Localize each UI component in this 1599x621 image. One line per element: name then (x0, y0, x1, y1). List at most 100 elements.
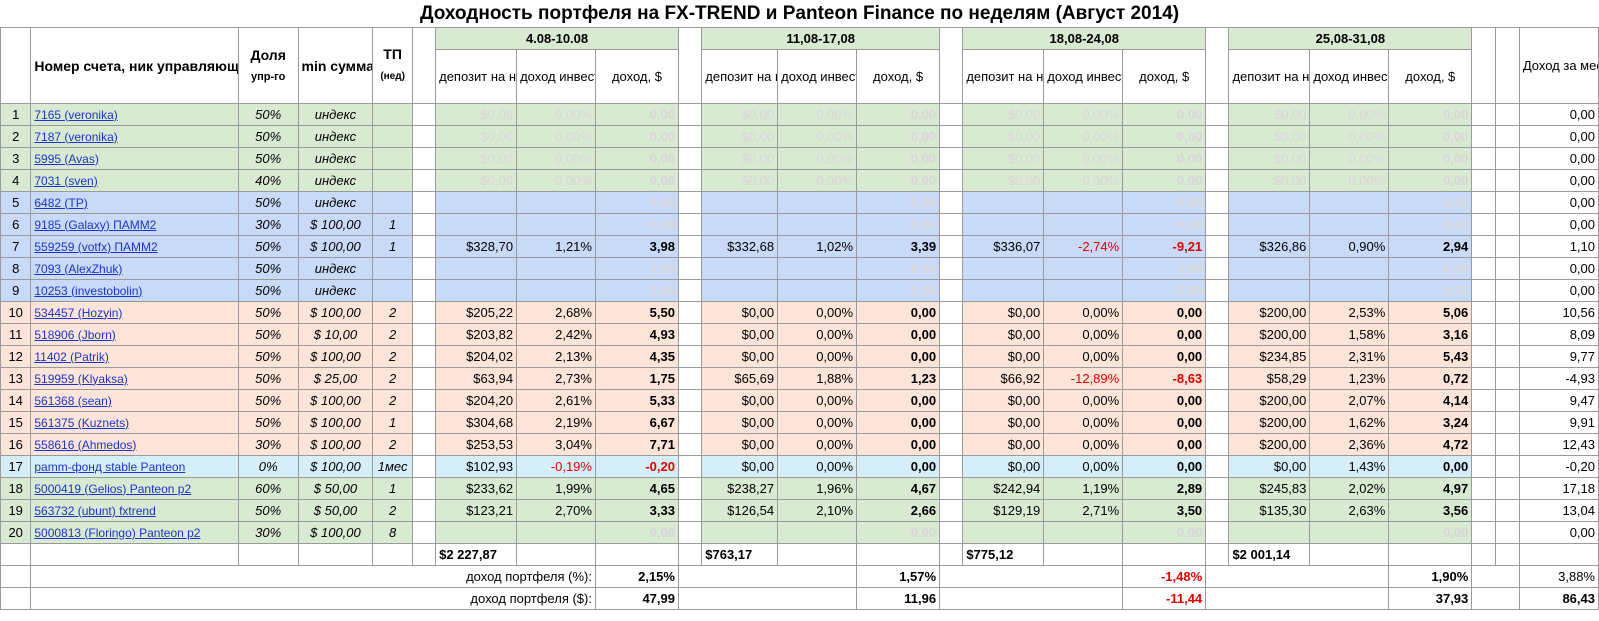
investor-pct-cell: 2,07% (1309, 389, 1390, 412)
deposit-cell: $0,00 (701, 433, 779, 456)
spacer-cell (677, 103, 703, 126)
income-cell: 0,00 (856, 455, 941, 478)
empty-cell (856, 543, 941, 566)
spacer-cell (1494, 477, 1520, 500)
spacer-cell (1494, 499, 1520, 522)
account-link[interactable]: 9185 (Galaxy) ПАММ2 (30, 213, 239, 236)
empty-cell (594, 543, 679, 566)
table-row: 4 7031 (sven) 40% индекс $0,00 0,00% 0,00 $0,00… (0, 169, 1599, 192)
income-cell: 0,00 (1388, 103, 1473, 126)
deposit-cell (1228, 213, 1311, 236)
account-link[interactable]: 563732 (ubunt) fxtrend (30, 499, 239, 522)
income-cell: 0,00 (856, 389, 941, 412)
spacer-cell (939, 345, 964, 368)
account-link[interactable]: 7031 (sven) (30, 169, 239, 192)
account-link[interactable]: 5995 (Avas) (30, 147, 239, 170)
spacer-cell (1205, 389, 1230, 412)
deposit-cell: $253,53 (435, 433, 518, 456)
spacer-cell (411, 499, 437, 522)
deposit-cell: $204,20 (435, 389, 518, 412)
account-link[interactable]: 7187 (veronika) (30, 125, 239, 148)
account-link[interactable]: 559259 (votfx) ПАММ2 (30, 235, 239, 258)
income-cell: 0,00 (1388, 125, 1473, 148)
tp-cell (372, 103, 413, 126)
income-cell: 0,00 (594, 213, 679, 236)
deposit-cell: $0,00 (962, 169, 1045, 192)
tp-cell: 1 (372, 235, 413, 258)
income-cell: 0,00 (1388, 279, 1473, 302)
account-link[interactable]: 5000813 (Floringo) Panteon p2 (30, 521, 239, 544)
income-cell: 0,00 (856, 125, 941, 148)
account-link[interactable]: 558616 (Ahmedos) (30, 433, 239, 456)
table-row: 20 5000813 (Floringo) Panteon p2 30% $ 100,… (0, 521, 1599, 544)
investor-pct-cell: 0,00% (777, 433, 858, 456)
deposit-cell: $0,00 (962, 301, 1045, 324)
deposit-cell: $0,00 (962, 411, 1045, 434)
deposit-cell: $238,27 (701, 477, 779, 500)
spacer-cell (1494, 169, 1520, 192)
investor-pct-cell: 0,90% (1309, 235, 1390, 258)
account-link[interactable]: 11402 (Patrik) (30, 345, 239, 368)
min-entry-cell: индекс (297, 257, 374, 280)
income-cell: 0,00 (594, 169, 679, 192)
table-row: 12 11402 (Patrik) 50% $ 100,00 2 $204,02 2,13%… (0, 345, 1599, 368)
account-link[interactable]: 519959 (Klyaksa) (30, 367, 239, 390)
income-cell: 4,93 (594, 323, 679, 346)
portfolio-pct: 1,90% (1388, 565, 1473, 588)
header-month: Доход за месяц, $ (1518, 27, 1599, 104)
account-link[interactable]: 7165 (veronika) (30, 103, 239, 126)
table-row: 10 534457 (Hozyin) 50% $ 100,00 2 $205,22 2,68… (0, 301, 1599, 324)
spacer-cell (677, 323, 703, 346)
deposit-cell (435, 213, 518, 236)
investor-pct-cell: 0,00% (777, 147, 858, 170)
spacer-cell (1471, 257, 1496, 280)
week-header: 18,08-24,08 (962, 27, 1207, 50)
header-account: Номер счета, ник управляющего и ссылка н… (30, 27, 239, 104)
account-link[interactable]: 6482 (TP) (30, 191, 239, 214)
portfolio-table: Номер счета, ник управляющего и ссылка н… (0, 27, 1599, 610)
table-row: 19 563732 (ubunt) fxtrend 50% $ 50,00 2 $123,… (0, 499, 1599, 522)
investor-pct-cell: 0,00% (777, 389, 858, 412)
investor-pct-cell: 2,71% (1043, 499, 1124, 522)
account-link[interactable]: 561368 (sean) (30, 389, 239, 412)
deposit-cell: $332,68 (701, 235, 779, 258)
income-cell: 0,00 (856, 103, 941, 126)
income-cell: -8,63 (1122, 367, 1207, 390)
spacer-cell (411, 191, 437, 214)
spacer-cell (1494, 301, 1520, 324)
deposit-cell: $65,69 (701, 367, 779, 390)
income-cell: 3,39 (856, 235, 941, 258)
header-min: min сумма входа (297, 27, 374, 104)
account-link[interactable]: pamm-фонд stable Panteon (30, 455, 239, 478)
tp-cell (372, 279, 413, 302)
income-cell: 0,00 (856, 191, 941, 214)
account-link[interactable]: 5000419 (Gelios) Panteon p2 (30, 477, 239, 500)
spacer-cell (1205, 27, 1230, 104)
account-link[interactable]: 561375 (Kuznets) (30, 411, 239, 434)
account-link[interactable]: 7093 (AlexZhuk) (30, 257, 239, 280)
portfolio-usd: 37,93 (1388, 587, 1473, 610)
spacer-cell (1471, 477, 1496, 500)
min-entry-cell: $ 25,00 (297, 367, 374, 390)
month-income-cell: 0,00 (1518, 257, 1599, 280)
investor-pct-cell (777, 191, 858, 214)
income-cell: 0,00 (1388, 147, 1473, 170)
header-investor: доход инвестора, % (777, 49, 858, 104)
min-entry-cell: $ 100,00 (297, 235, 374, 258)
spacer-cell (1494, 191, 1520, 214)
account-link[interactable]: 534457 (Hozyin) (30, 301, 239, 324)
investor-pct-cell (516, 279, 596, 302)
account-link[interactable]: 10253 (investobolin) (30, 279, 239, 302)
share-cell: 30% (237, 213, 299, 236)
empty-cell (1388, 543, 1473, 566)
row-number: 15 (0, 411, 32, 434)
deposit-cell (962, 191, 1045, 214)
deposit-cell: $0,00 (701, 455, 779, 478)
investor-pct-cell: 0,00% (1043, 455, 1124, 478)
header-deposit: депозит на начало периода (962, 49, 1045, 104)
empty-cell (1494, 543, 1520, 566)
account-link[interactable]: 518906 (Jborn) (30, 323, 239, 346)
header-income: доход, $ (1388, 49, 1473, 104)
income-cell: 3,16 (1388, 323, 1473, 346)
empty-cell (0, 587, 32, 610)
